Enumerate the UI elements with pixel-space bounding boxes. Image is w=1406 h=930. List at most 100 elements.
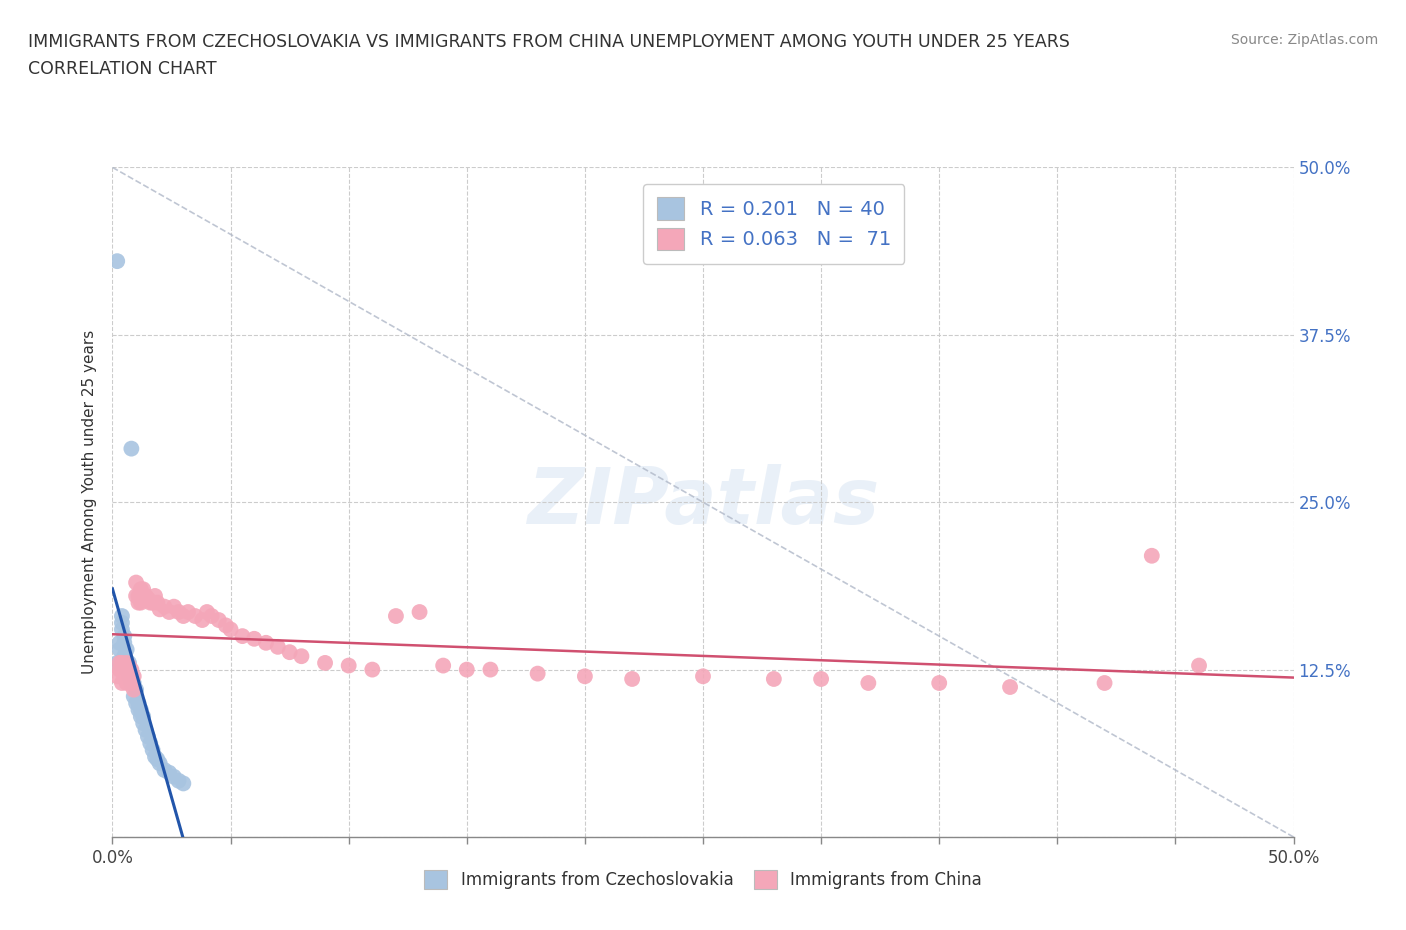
Point (432, 658, 454, 673)
Point (149, 756, 172, 771)
Point (108, 662, 131, 677)
Point (132, 716, 155, 731)
Point (111, 616, 134, 631)
Point (118, 656, 141, 671)
Point (122, 689, 145, 704)
Point (167, 604, 190, 619)
Point (135, 723, 157, 737)
Point (129, 595, 152, 610)
Point (111, 675, 134, 690)
Point (129, 582, 152, 597)
Point (385, 608, 408, 623)
Point (132, 589, 155, 604)
Point (479, 662, 502, 677)
Point (167, 774, 190, 789)
Point (361, 662, 384, 677)
Point (153, 599, 176, 614)
Point (408, 604, 430, 619)
Point (120, 441, 142, 456)
Y-axis label: Unemployment Among Youth under 25 years: Unemployment Among Youth under 25 years (82, 330, 97, 674)
Point (115, 662, 138, 677)
Point (1188, 658, 1211, 673)
Point (267, 640, 290, 655)
Point (231, 629, 253, 644)
Point (118, 658, 141, 673)
Point (108, 656, 131, 671)
Point (105, 254, 128, 269)
Point (1094, 675, 1116, 690)
Text: IMMIGRANTS FROM CZECHOSLOVAKIA VS IMMIGRANTS FROM CHINA UNEMPLOYMENT AMONG YOUTH: IMMIGRANTS FROM CZECHOSLOVAKIA VS IMMIGR… (28, 33, 1070, 50)
Legend: Immigrants from Czechoslovakia, Immigrants from China: Immigrants from Czechoslovakia, Immigran… (418, 863, 988, 896)
Point (112, 649, 135, 664)
Point (208, 613, 231, 628)
Point (762, 671, 785, 686)
Point (142, 595, 165, 610)
Point (191, 613, 214, 628)
Point (112, 662, 135, 677)
Point (122, 669, 145, 684)
Point (120, 662, 142, 677)
Point (290, 649, 312, 664)
Point (157, 765, 180, 780)
Point (129, 709, 152, 724)
Point (243, 631, 266, 646)
Point (122, 683, 145, 698)
Point (115, 662, 138, 677)
Point (111, 622, 134, 637)
Point (118, 669, 141, 684)
Point (143, 750, 166, 764)
Point (115, 675, 138, 690)
Point (278, 644, 301, 659)
Point (337, 658, 360, 673)
Point (692, 669, 714, 684)
Point (219, 622, 242, 637)
Point (111, 608, 134, 623)
Point (157, 604, 180, 619)
Point (125, 575, 148, 590)
Text: Source: ZipAtlas.com: Source: ZipAtlas.com (1230, 33, 1378, 46)
Point (112, 669, 135, 684)
Point (135, 589, 157, 604)
Point (184, 608, 207, 623)
Point (254, 635, 277, 650)
Point (143, 589, 166, 604)
Point (153, 763, 176, 777)
Point (120, 675, 142, 690)
Point (127, 696, 149, 711)
Point (139, 736, 162, 751)
Text: CORRELATION CHART: CORRELATION CHART (28, 60, 217, 78)
Point (149, 602, 172, 617)
Point (146, 595, 169, 610)
Point (125, 696, 148, 711)
Point (195, 604, 218, 619)
Point (172, 776, 194, 790)
Point (810, 671, 832, 686)
Point (136, 591, 159, 606)
Point (928, 675, 950, 690)
Point (314, 656, 336, 671)
Point (120, 675, 142, 690)
Point (111, 656, 134, 671)
Point (998, 680, 1021, 695)
Point (201, 608, 224, 623)
Point (132, 582, 155, 597)
Point (526, 666, 548, 681)
Point (574, 669, 596, 684)
Point (146, 751, 169, 766)
Point (142, 742, 165, 757)
Text: ZIPatlas: ZIPatlas (527, 464, 879, 540)
Point (108, 635, 131, 650)
Point (858, 675, 880, 690)
Point (163, 769, 186, 784)
Point (215, 618, 238, 632)
Point (136, 729, 159, 744)
Point (112, 635, 135, 650)
Point (129, 702, 152, 717)
Point (115, 642, 138, 657)
Point (105, 669, 128, 684)
Point (621, 671, 644, 686)
Point (112, 629, 135, 644)
Point (122, 675, 145, 690)
Point (163, 599, 186, 614)
Point (120, 671, 142, 686)
